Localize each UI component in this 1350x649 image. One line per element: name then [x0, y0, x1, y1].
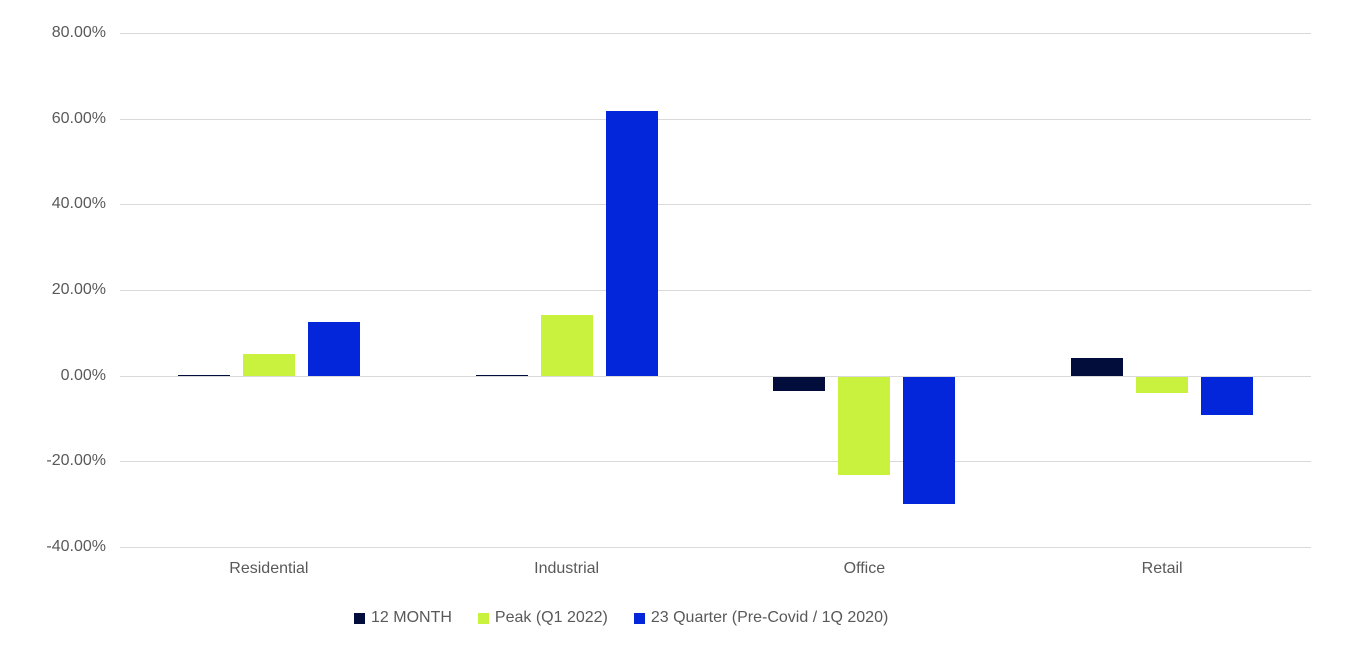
bar-peak-q1-2022-residential [242, 354, 295, 376]
bar-12-month-residential [177, 374, 230, 376]
gridline [120, 33, 1311, 34]
bar-peak-q1-2022-retail [1136, 376, 1189, 393]
bar-23-quarter-pre-covid-1q-2020-residential [307, 322, 360, 376]
y-axis-tick-label: 20.00% [51, 281, 106, 298]
bar-12-month-industrial [475, 374, 528, 376]
legend-label: Peak (Q1 2022) [494, 609, 608, 626]
legend-swatch-icon [633, 612, 645, 624]
gridline [120, 461, 1311, 463]
y-axis-tick-label: -20.00% [46, 452, 106, 470]
gridline [120, 547, 1311, 548]
bar-peak-q1-2022-office [838, 376, 891, 476]
gridline [120, 204, 1311, 206]
y-axis-tick-label: -40.00% [46, 538, 106, 555]
y-axis-tick-label: 40.00% [51, 195, 106, 213]
legend-item: 23 Quarter (Pre-Covid / 1Q 2020) [633, 609, 889, 627]
legend-item: 12 MONTH [354, 609, 452, 627]
legend-label: 23 Quarter (Pre-Covid / 1Q 2020) [650, 609, 889, 626]
legend-swatch-icon [354, 612, 365, 624]
legend-item: Peak (Q1 2022) [477, 609, 608, 627]
y-axis-tick-label: 60.00% [51, 109, 106, 127]
legend-label: 12 MONTH [371, 609, 452, 626]
bar-23-quarter-pre-covid-1q-2020-office [903, 376, 956, 504]
y-axis-tick-label: 0.00% [60, 366, 106, 384]
gridline [120, 118, 1311, 120]
gridline [120, 375, 1311, 377]
x-axis-category-label: Industrial [534, 560, 600, 577]
x-axis-category-label: Retail [1141, 560, 1183, 577]
bar-12-month-office [773, 376, 826, 392]
bar-12-month-retail [1071, 357, 1124, 376]
x-axis-category-label: Residential [229, 560, 309, 577]
bar-peak-q1-2022-industrial [540, 314, 593, 376]
y-axis-tick-label: 80.00% [51, 24, 106, 41]
bar-23-quarter-pre-covid-1q-2020-industrial [605, 111, 658, 376]
legend-swatch-icon [477, 612, 489, 624]
gridline [120, 290, 1311, 291]
x-axis-category-label: Office [843, 560, 886, 577]
chart-legend: 12 MONTH Peak (Q1 2022) 23 Quarter (Pre-Co… [354, 609, 888, 627]
bar-23-quarter-pre-covid-1q-2020-retail [1201, 376, 1254, 416]
